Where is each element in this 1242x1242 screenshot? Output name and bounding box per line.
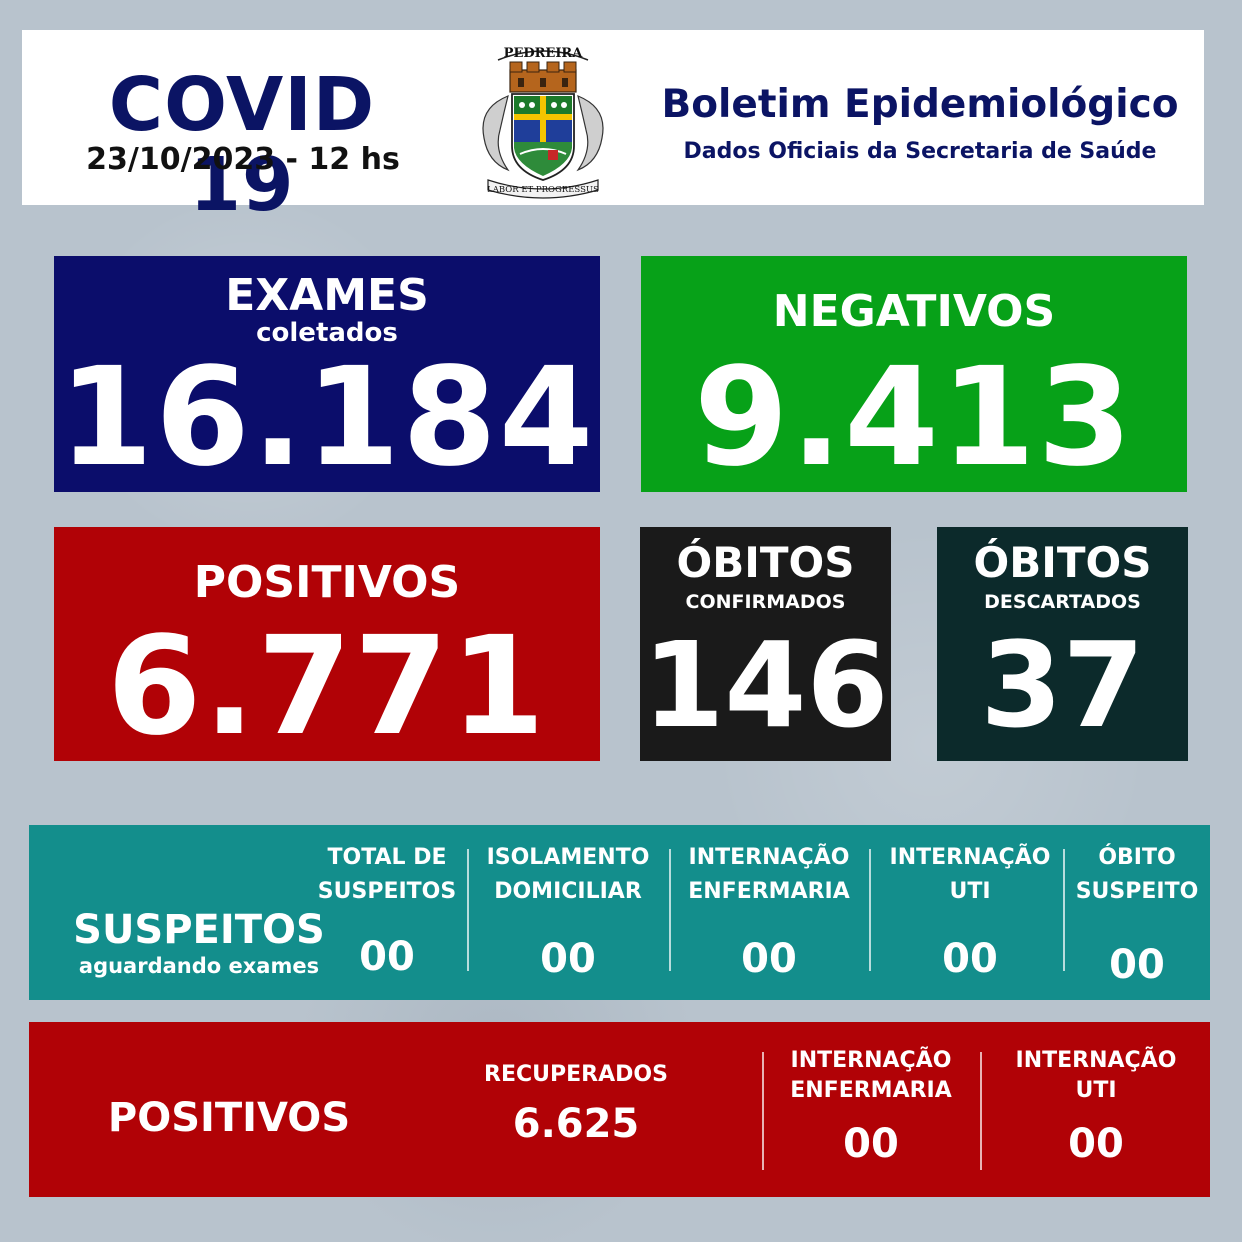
suspeitos-uti-column: INTERNAÇÃO UTI 00 (873, 841, 1067, 991)
column-header-line1: INTERNAÇÃO (688, 845, 850, 870)
suspeitos-title: SUSPEITOS (73, 907, 325, 953)
suspeitos-panel: SUSPEITOS aguardando exames TOTAL DE SUS… (29, 825, 1210, 1000)
positivos-enfermaria-column: INTERNAÇÃO ENFERMARIA 00 (771, 1046, 971, 1168)
covid-title: COVID 19 (108, 62, 376, 228)
suspeitos-total-column: TOTAL DE SUSPEITOS 00 (311, 841, 463, 991)
crest-motto: LABOR ET PROGRESSUS (487, 185, 599, 195)
negativos-value: 9.413 (693, 339, 1135, 497)
column-header-line2: SUSPEITO (1075, 879, 1199, 904)
recuperados-label: RECUPERADOS (484, 1062, 668, 1087)
recuperados-value: 6.625 (512, 1101, 640, 1147)
obitos-descartados-value: 37 (980, 616, 1145, 754)
column-divider (467, 849, 469, 971)
column-header-line2: UTI (949, 879, 991, 904)
uti-label-line2: UTI (1075, 1078, 1117, 1103)
obitos-confirmados-sublabel: CONFIRMADOS (685, 591, 846, 613)
column-header-line2: DOMICILIAR (494, 879, 642, 904)
negativos-label: NEGATIVOS (772, 286, 1056, 337)
recuperados-column: RECUPERADOS 6.625 (449, 1060, 703, 1148)
obitos-confirmados-value: 146 (642, 616, 889, 754)
suspeitos-subtitle: aguardando exames (78, 954, 320, 978)
negativos-card: NEGATIVOS 9.413 (641, 256, 1187, 497)
obitos-confirmados-label: ÓBITOS (676, 538, 855, 587)
obitos-descartados-card: ÓBITOS DESCARTADOS 37 (937, 527, 1188, 761)
crest-name: PEDREIRA (504, 46, 584, 61)
suspeitos-enfermaria-column: INTERNAÇÃO ENFERMARIA 00 (673, 841, 865, 991)
column-header-line2: SUSPEITOS (317, 879, 457, 904)
column-divider (980, 1052, 982, 1170)
exames-label: EXAMES (225, 270, 429, 321)
uti-value: 00 (1068, 1121, 1124, 1167)
column-divider (1063, 849, 1065, 971)
column-value: 00 (741, 936, 797, 982)
positivos-uti-column: INTERNAÇÃO UTI 00 (991, 1046, 1201, 1168)
column-divider (669, 849, 671, 971)
enfermaria-label-line2: ENFERMARIA (790, 1078, 952, 1103)
exames-sublabel: coletados (256, 318, 398, 348)
exames-value: 16.184 (58, 339, 596, 497)
positivos-detail-panel: POSITIVOS RECUPERADOS 6.625 INTERNAÇÃO E… (29, 1022, 1210, 1197)
column-divider (869, 849, 871, 971)
suspeitos-obito-column: ÓBITO SUSPEITO 00 (1067, 841, 1207, 991)
column-divider (762, 1052, 764, 1170)
obitos-descartados-label: ÓBITOS (973, 538, 1152, 587)
positivos-label: POSITIVOS (193, 557, 461, 608)
header-banner: COVID 19 23/10/2023 - 12 hs PEDREIRA LAB… (22, 30, 1204, 225)
positivos-card: POSITIVOS 6.771 (54, 527, 600, 766)
column-header-line2: ENFERMARIA (688, 879, 850, 904)
obitos-descartados-sublabel: DESCARTADOS (984, 591, 1141, 613)
positivos-value: 6.771 (106, 608, 548, 766)
column-header-line1: INTERNAÇÃO (889, 845, 1051, 870)
bulletin-date: 23/10/2023 - 12 hs (86, 142, 400, 177)
column-value: 00 (540, 936, 596, 982)
positivos-detail-title: POSITIVOS (107, 1095, 351, 1141)
column-value: 00 (942, 936, 998, 982)
bulletin-title: Boletim Epidemiológico (661, 82, 1179, 127)
uti-label-line1: INTERNAÇÃO (1015, 1048, 1177, 1073)
bulletin-subtitle: Dados Oficiais da Secretaria de Saúde (683, 139, 1157, 164)
suspeitos-isolamento-column: ISOLAMENTO DOMICILIAR 00 (471, 841, 665, 991)
enfermaria-label-line1: INTERNAÇÃO (790, 1048, 952, 1073)
column-value: 00 (1109, 942, 1165, 988)
city-crest-icon: PEDREIRA LABOR ET PROGRESSUS (482, 46, 604, 199)
obitos-confirmados-card: ÓBITOS CONFIRMADOS 146 (640, 527, 891, 761)
enfermaria-value: 00 (843, 1121, 899, 1167)
column-header-line1: ÓBITO (1098, 845, 1176, 870)
column-header-line1: TOTAL DE (327, 845, 447, 870)
column-value: 00 (359, 934, 415, 980)
exames-card: EXAMES coletados 16.184 (54, 256, 600, 497)
column-header-line1: ISOLAMENTO (486, 845, 650, 870)
